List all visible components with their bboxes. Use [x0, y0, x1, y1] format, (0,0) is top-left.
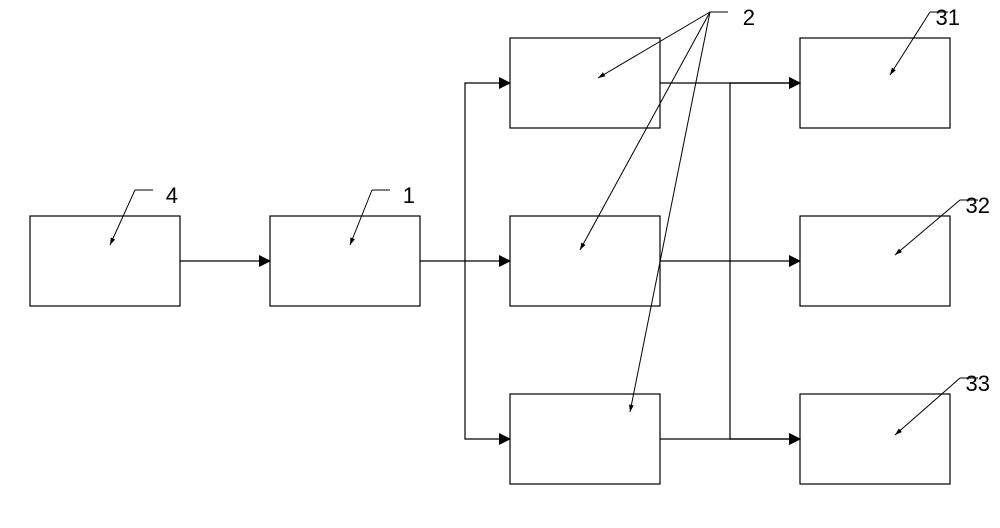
label-l2-leader-2: [630, 12, 710, 412]
label-l33-text: 33: [966, 371, 990, 396]
label-l32-text: 32: [966, 193, 990, 218]
box-2-mid: [510, 216, 660, 306]
edge-1-to-top: [465, 83, 510, 261]
box-33: [800, 394, 950, 484]
edge-1-to-bot: [465, 261, 510, 439]
label-l4-leader: [110, 190, 135, 245]
box-2-top: [510, 38, 660, 128]
label-l2-text: 2: [743, 5, 755, 30]
box-2-bot: [510, 394, 660, 484]
label-l1-leader: [350, 190, 372, 245]
label-l1-text: 1: [403, 183, 415, 208]
label-l4-text: 4: [166, 183, 178, 208]
label-l2-leader-0: [598, 12, 710, 78]
box-4: [30, 216, 180, 306]
box-31: [800, 38, 950, 128]
label-l31-leader: [890, 12, 930, 75]
box-32: [800, 216, 950, 306]
edge-mid-to-33: [730, 261, 800, 439]
label-l31-text: 31: [936, 5, 960, 30]
box-1: [270, 216, 420, 306]
label-l2-leader-1: [580, 12, 710, 250]
edge-mid-to-31: [730, 83, 800, 261]
